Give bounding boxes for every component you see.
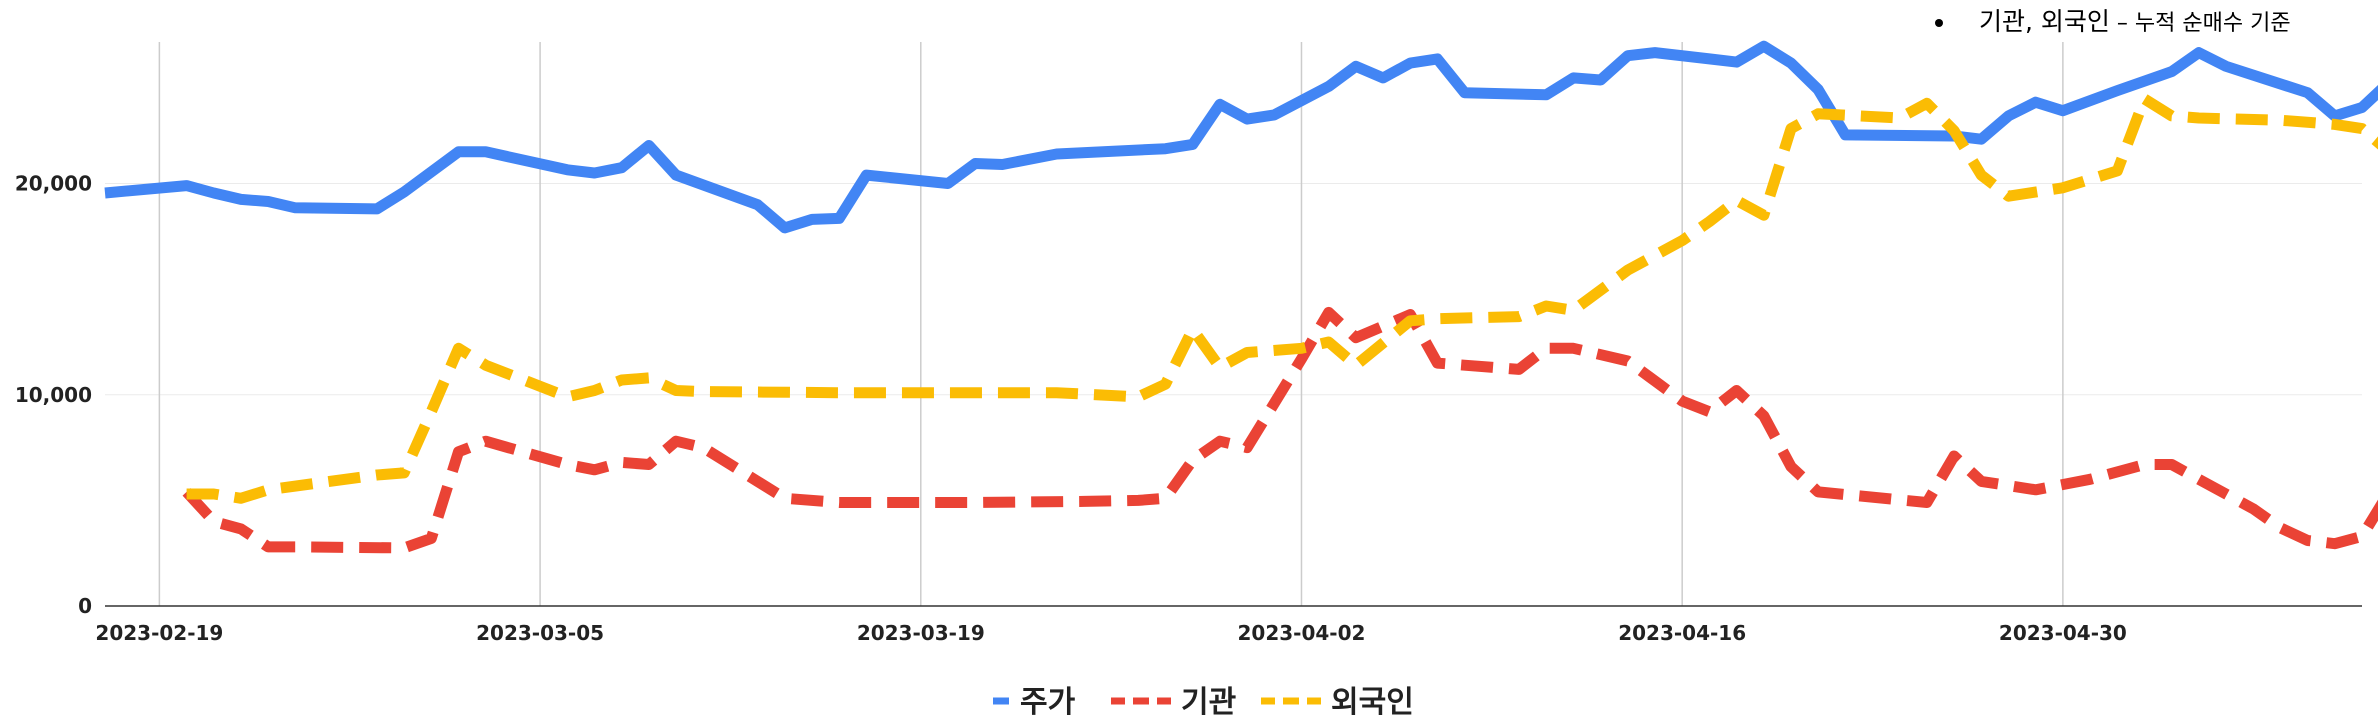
- x-tick-label: 2023-03-05: [476, 621, 604, 645]
- axes: 0 10,000 20,000 2023-02-19 2023-03-05 2023-03…: [15, 172, 2362, 645]
- y-tick-label: 0: [78, 594, 92, 618]
- x-tick-label: 2023-04-30: [1999, 621, 2127, 645]
- legend-label-0: 주가: [1020, 685, 1076, 720]
- legend-label-2: 외국인: [1331, 685, 1414, 720]
- series-line-2: [186, 93, 2378, 504]
- note-dash: –: [2109, 11, 2135, 36]
- chart-note: 기관, 외국인 – 누적 순매수 기준: [1935, 2, 2291, 38]
- grid: [105, 42, 2362, 606]
- bullet-icon: [1935, 19, 1943, 27]
- series-line-1: [182, 306, 2378, 554]
- note-prefix: 기관, 외국인: [1979, 7, 2110, 36]
- x-tick-label: 2023-04-16: [1618, 621, 1746, 645]
- x-tick-label: 2023-04-02: [1238, 621, 1366, 645]
- y-tick-label: 10,000: [15, 383, 92, 407]
- legend: 주가 기관 외국인: [993, 685, 1414, 720]
- x-tick-label: 2023-03-19: [857, 621, 985, 645]
- y-tick-label: 20,000: [15, 172, 92, 196]
- x-tick-label: 2023-02-19: [95, 621, 223, 645]
- legend-label-1: 기관: [1181, 685, 1236, 720]
- series-line-0: [104, 40, 2378, 234]
- series: [104, 40, 2378, 554]
- note-suffix: 누적 순매수 기준: [2134, 11, 2291, 36]
